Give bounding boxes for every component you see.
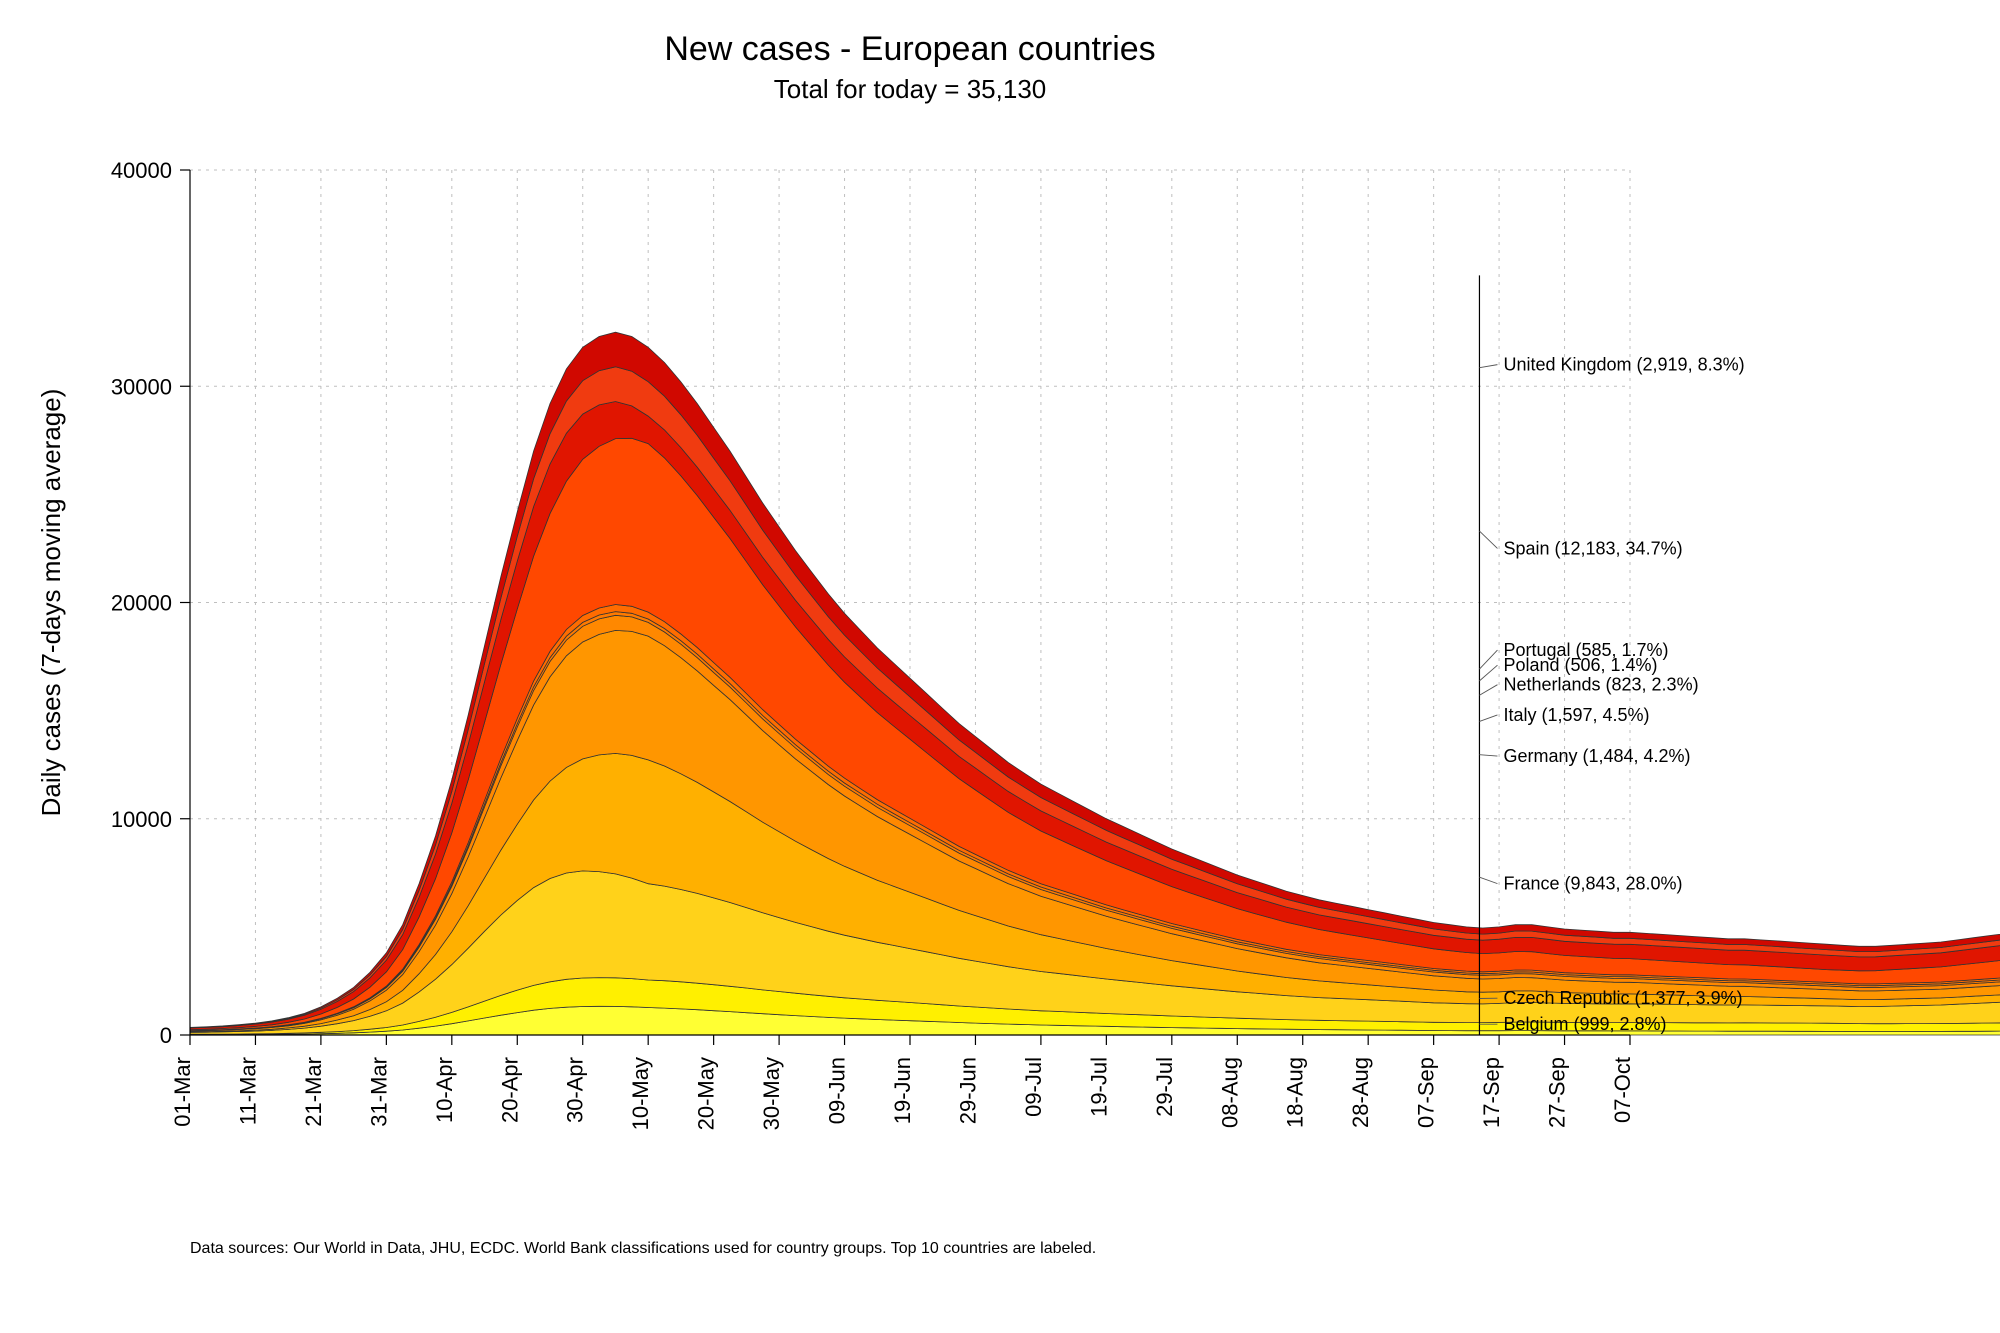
- label-italy: Italy (1,597, 4.5%): [1503, 705, 1649, 725]
- label-portugal: Portugal (585, 1.7%): [1503, 640, 1668, 660]
- xtick-label: 01-Mar: [170, 1057, 195, 1127]
- xtick-label: 08-Aug: [1217, 1057, 1242, 1128]
- label-belgium: Belgium (999, 2.8%): [1503, 1014, 1666, 1034]
- ytick-label: 0: [160, 1023, 172, 1048]
- xtick-label: 19-Jun: [890, 1057, 915, 1124]
- xtick-label: 27-Sep: [1545, 1057, 1570, 1128]
- xtick-label: 31-Mar: [366, 1057, 391, 1127]
- xtick-label: 07-Oct: [1610, 1057, 1635, 1123]
- xtick-label: 19-Jul: [1086, 1057, 1111, 1117]
- label-germany: Germany (1,484, 4.2%): [1503, 746, 1690, 766]
- xtick-label: 20-May: [694, 1057, 719, 1130]
- xtick-label: 07-Sep: [1414, 1057, 1439, 1128]
- label-france: France (9,843, 28.0%): [1503, 874, 1682, 894]
- y-axis-label: Daily cases (7-days moving average): [36, 389, 66, 817]
- xtick-label: 21-Mar: [301, 1057, 326, 1127]
- label-spain: Spain (12,183, 34.7%): [1503, 538, 1682, 558]
- chart-title: New cases - European countries: [664, 30, 1155, 68]
- chart-subtitle: Total for today = 35,130: [774, 74, 1046, 104]
- xtick-label: 29-Jul: [1152, 1057, 1177, 1117]
- xtick-label: 10-May: [628, 1057, 653, 1130]
- footnote: Data sources: Our World in Data, JHU, EC…: [190, 1240, 1096, 1257]
- ytick-label: 40000: [111, 158, 172, 183]
- label-united-kingdom: United Kingdom (2,919, 8.3%): [1503, 355, 1744, 375]
- label-czech-republic: Czech Republic (1,377, 3.9%): [1503, 988, 1742, 1008]
- ytick-label: 10000: [111, 807, 172, 832]
- label-netherlands: Netherlands (823, 2.3%): [1503, 675, 1698, 695]
- ytick-label: 20000: [111, 591, 172, 616]
- xtick-label: 09-Jul: [1021, 1057, 1046, 1117]
- xtick-label: 28-Aug: [1348, 1057, 1373, 1128]
- xtick-label: 11-Mar: [235, 1057, 260, 1125]
- xtick-label: 30-May: [759, 1057, 784, 1130]
- chart-container: { "chart": { "type": "stacked-area", "ti…: [0, 0, 2000, 1333]
- xtick-label: 18-Aug: [1283, 1057, 1308, 1128]
- ytick-label: 30000: [111, 374, 172, 399]
- stacked-areas: [190, 275, 2000, 1035]
- xtick-label: 29-Jun: [955, 1057, 980, 1124]
- xtick-label: 17-Sep: [1479, 1057, 1504, 1128]
- xtick-label: 20-Apr: [497, 1057, 522, 1123]
- xtick-label: 30-Apr: [563, 1057, 588, 1123]
- xtick-label: 10-Apr: [432, 1057, 457, 1123]
- xtick-label: 09-Jun: [825, 1057, 850, 1124]
- chart-svg: 0 10000 20000 30000 40000 01-Mar 11-Mar 21-Mar 3…: [0, 0, 2000, 1333]
